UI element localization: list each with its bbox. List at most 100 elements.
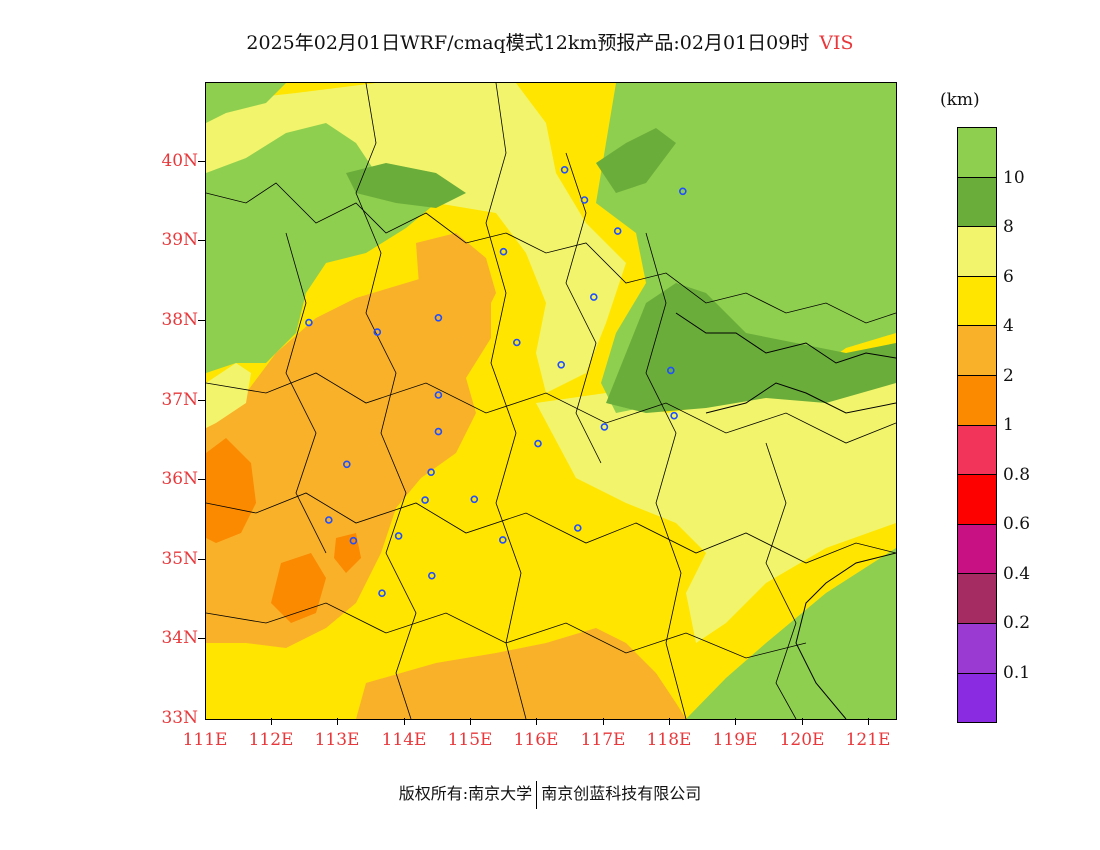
legend-label: 0.4 [1003,564,1031,584]
lon-tick [802,718,803,725]
boundary-lines [206,83,896,719]
lat-label-37n: 37N [161,390,198,410]
legend-label: 8 [1003,217,1014,237]
lat-tick [198,161,205,162]
lon-label-115e: 115E [447,730,493,750]
legend-label: 6 [1003,267,1014,287]
city-marker [378,589,386,598]
vis-zone-darkgreen-2 [596,128,676,193]
lat-tick [198,559,205,560]
footer-left: 版权所有:南京大学 [398,784,533,803]
city-marker [560,166,569,174]
legend-label: 4 [1003,316,1014,336]
legend-unit: (km) [940,90,980,110]
legend-swatch [957,623,997,674]
footer-separator [536,780,538,809]
lat-tick [198,479,205,480]
lon-label-114e: 114E [381,730,427,750]
lat-tick [198,400,205,401]
lon-label-112e: 112E [248,730,294,750]
legend-label: 0.1 [1003,663,1031,683]
lat-label-39n: 39N [161,230,198,250]
lon-tick [337,718,338,725]
city-marker [373,328,382,336]
legend-swatch [957,375,997,426]
vis-zone-lightyellow-east [536,363,896,643]
color-legend [957,127,997,724]
visibility-map [205,82,897,720]
legend-label: 0.2 [1003,613,1031,633]
legend-swatch [957,673,997,724]
lon-tick [404,718,405,725]
city-marker [498,536,507,544]
city-marker [573,524,582,532]
city-marker [499,247,508,256]
lat-label-33n: 33N [161,708,198,728]
lon-label-111e: 111E [182,730,228,750]
city-marker [434,391,443,399]
lon-tick [669,718,670,725]
lon-tick [271,718,272,725]
city-marker [613,227,622,235]
lat-tick [198,320,205,321]
vis-zone-orange-west [206,268,491,648]
legend-swatch [957,475,997,525]
map-canvas [206,83,896,719]
legend-swatch [957,127,997,178]
city-marker [580,196,589,204]
city-marker [666,366,675,375]
city-marker [394,532,403,540]
lat-label-40n: 40N [161,151,198,171]
city-marker [305,318,313,327]
lat-tick [198,240,205,241]
legend-swatch [957,227,997,277]
lat-label-34n: 34N [161,628,198,648]
city-marker [349,536,358,545]
legend-swatch [957,276,997,327]
vis-zone-darkorange-2 [271,553,326,623]
lon-label-121e: 121E [845,730,891,750]
city-marker [589,293,598,301]
lon-tick [735,718,736,725]
vis-zone-orange-south [356,628,686,719]
city-marker [678,187,687,196]
legend-swatch [957,425,997,476]
city-marker [434,427,443,436]
footer-right: 南京创蓝科技有限公司 [541,784,702,803]
city-marker [325,516,333,524]
lat-label-38n: 38N [161,310,198,330]
city-marker [534,439,542,448]
city-marker [428,571,436,580]
lon-tick [868,718,869,725]
title-variable: VIS [819,32,854,54]
copyright-footer: 版权所有:南京大学 南京创蓝科技有限公司 [0,780,1100,809]
city-marker [600,423,609,431]
legend-swatch [957,326,997,376]
title-text: 2025年02月01日WRF/cmaq模式12km预报产品:02月01日09时 [246,32,810,54]
lon-tick [536,718,537,725]
city-marker [427,468,435,477]
city-marker [343,460,351,469]
lon-label-118e: 118E [646,730,692,750]
city-marker [512,338,521,347]
lon-tick [470,718,471,725]
legend-label: 10 [1003,168,1025,188]
chart-title: 2025年02月01日WRF/cmaq模式12km预报产品:02月01日09时 V… [0,28,1100,55]
vis-zone-darkgreen-1 [606,283,896,413]
lat-tick [198,638,205,639]
city-marker [434,314,443,322]
legend-label: 0.6 [1003,514,1031,534]
city-marker [470,495,479,504]
legend-label: 2 [1003,366,1014,386]
lon-tick [603,718,604,725]
vis-zone-darkgreen-3 [346,163,466,208]
lat-label-35n: 35N [161,549,198,569]
city-marker [421,496,429,504]
vis-zone-darkorange-1 [206,438,256,543]
coastline [675,312,896,719]
lon-label-117e: 117E [580,730,626,750]
lon-label-113e: 113E [314,730,360,750]
city-markers [305,166,687,598]
vis-zone-green-southeast [686,548,896,719]
legend-swatch [957,177,997,228]
